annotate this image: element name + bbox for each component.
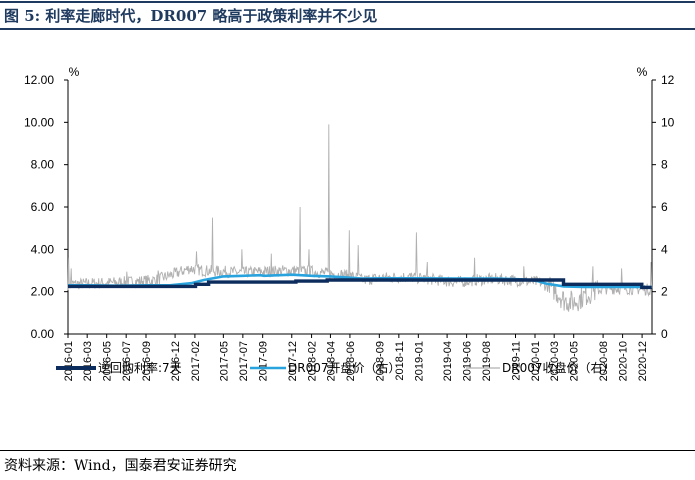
left-tick-label: 2.00: [31, 285, 55, 299]
x-tick-label: 2017-12: [287, 341, 299, 381]
series-dr007-open-line: [68, 273, 652, 289]
x-tick-label: 2020-08: [598, 341, 610, 381]
x-tick-label: 2018-02: [307, 341, 319, 381]
title-rule-top: [0, 1, 695, 3]
left-unit-label: %: [69, 65, 80, 79]
right-tick-label: 6: [661, 200, 668, 214]
left-tick-label: 10.00: [24, 115, 54, 129]
x-tick-label: 2018-06: [345, 341, 357, 381]
x-tick-label: 2019-06: [462, 341, 474, 381]
title-rule-bottom: [0, 28, 695, 30]
source-note: 资料来源：Wind，国泰君安证券研究: [4, 458, 237, 474]
x-tick-label: 2020-12: [637, 341, 649, 381]
right-tick-label: 0: [661, 327, 668, 341]
right-tick-label: 4: [661, 242, 668, 256]
right-tick-label: 8: [661, 158, 668, 172]
x-tick-label: 2019-08: [481, 341, 493, 381]
x-tick-label: 2016-07: [121, 341, 133, 381]
left-tick-label: 4.00: [31, 242, 55, 256]
source-rule: [0, 450, 695, 451]
legend-item-dr007-open-label: DR007开盘价（右）: [288, 360, 400, 375]
x-tick-label: 2018-11: [394, 341, 406, 381]
legend-item-reverse-repo-label: 逆回购利率:7天: [98, 360, 182, 375]
series-reverse-repo-line: [68, 278, 652, 290]
x-tick-label: 2020-03: [549, 341, 561, 381]
left-tick-label: 6.00: [31, 200, 55, 214]
left-tick-label: 0.00: [31, 327, 55, 341]
x-tick-label: 2017-02: [190, 341, 202, 381]
x-tick-label: 2020-05: [569, 341, 581, 381]
x-tick-label: 2017-07: [238, 341, 250, 381]
axes-group: 0.00 2.00 4.00 6.00 8.00 10.00 12.00 0 2 4 6 8 10 12%…: [24, 65, 675, 381]
x-tick-label: 2020-10: [618, 341, 630, 381]
series-group: [67, 124, 653, 312]
x-tick-label: 2019-11: [511, 341, 523, 381]
x-tick-label: 2017-09: [258, 341, 270, 381]
x-tick-label: 2016-01: [63, 341, 75, 381]
x-tick-label: 2019-04: [442, 341, 454, 381]
figure-title: 图 5: 利率走廊时代，DR007 略高于政策利率并不少见: [4, 7, 378, 25]
left-tick-label: 12.00: [24, 73, 54, 87]
legend: 逆回购利率:7天 DR007开盘价（右） DR007收盘价（右）: [56, 360, 614, 375]
x-tick-label: 2016-12: [170, 341, 182, 381]
x-tick-label: 2016-05: [102, 341, 114, 381]
legend-item-dr007-close-label: DR007收盘价（右）: [502, 360, 614, 375]
right-tick-label: 10: [661, 115, 675, 129]
right-tick-label: 2: [661, 285, 668, 299]
x-tick-label: 2016-03: [82, 341, 94, 381]
x-tick-label: 2017-05: [218, 341, 230, 381]
chart-area: 0.00 2.00 4.00 6.00 8.00 10.00 12.00 0 2 4 6 8 10 12%…: [24, 65, 675, 381]
x-tick-label: 2018-04: [325, 341, 337, 381]
x-tick-label: 2019-01: [413, 341, 425, 381]
left-tick-label: 8.00: [31, 158, 55, 172]
x-tick-label: 2016-09: [141, 341, 153, 381]
series-dr007-close-line: [67, 124, 653, 312]
right-tick-label: 12: [661, 73, 675, 87]
x-tick-label: 2020-01: [530, 341, 542, 381]
right-unit-label: %: [637, 65, 648, 79]
x-tick-label: 2018-09: [374, 341, 386, 381]
